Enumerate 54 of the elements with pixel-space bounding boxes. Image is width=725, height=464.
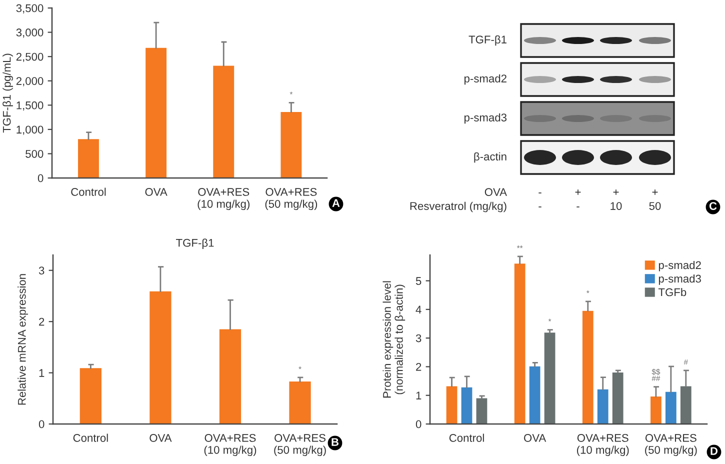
y-tick-label: 0 bbox=[38, 174, 44, 182]
x-tick-label: Control bbox=[71, 188, 106, 196]
y-axis-title: Relative mRNA expression bbox=[18, 274, 28, 405]
x-tick-label: OVA+RES (10 mg/kg) bbox=[198, 188, 250, 210]
y-tick-label: 1 bbox=[416, 392, 422, 400]
text: - bbox=[538, 192, 542, 194]
y-tick-label: 0 bbox=[38, 420, 44, 428]
y-tick-label: 1,500 bbox=[16, 101, 44, 111]
text: 50 bbox=[649, 202, 661, 210]
y-tick-label: 1 bbox=[39, 369, 44, 377]
x-tick-label: Control bbox=[449, 434, 484, 442]
y-tick-label: 500 bbox=[26, 150, 44, 158]
text: B bbox=[332, 438, 339, 446]
x-tick-label: OVA+RES (10 mg/kg) bbox=[577, 434, 629, 456]
legend-label: TGFb bbox=[658, 288, 686, 296]
x-tick-label: OVA+RES (50 mg/kg) bbox=[645, 434, 697, 456]
x-tick-label: OVA+RES (50 mg/kg) bbox=[274, 434, 326, 456]
y-tick-label: 5 bbox=[416, 277, 422, 285]
text: + bbox=[652, 189, 658, 195]
y-tick-label: 2,500 bbox=[16, 52, 44, 62]
text: D bbox=[710, 447, 718, 455]
text: + bbox=[613, 189, 619, 195]
legend-label: p-smad2 bbox=[658, 260, 701, 272]
x-tick-label: OVA bbox=[150, 434, 172, 442]
text: A bbox=[332, 199, 340, 207]
x-tick-label: OVA+RES (10 mg/kg) bbox=[204, 434, 256, 456]
y-axis-title: TGF-β1 (pg/mL) bbox=[2, 54, 13, 133]
x-tick-label: Control bbox=[73, 434, 108, 442]
y-tick-label: 3,000 bbox=[16, 28, 44, 38]
y-tick-label: 2 bbox=[39, 318, 44, 326]
text: - bbox=[576, 206, 580, 208]
y-tick-label: 4 bbox=[416, 306, 422, 314]
text: Resveratrol (mg/kg) bbox=[410, 202, 506, 212]
x-tick-label: OVA+RES (50 mg/kg) bbox=[265, 188, 318, 210]
y-tick-label: 0 bbox=[416, 420, 422, 428]
y-tick-label: 2,000 bbox=[16, 77, 44, 86]
text: - bbox=[538, 206, 542, 208]
text: + bbox=[575, 189, 581, 195]
text: C bbox=[709, 202, 717, 210]
category-label: TGF-β1 bbox=[468, 35, 506, 46]
chart-title: TGF-β1 bbox=[176, 238, 214, 249]
category-label: p-smad3 bbox=[464, 113, 507, 124]
y-tick-label: 3,500 bbox=[16, 4, 44, 14]
category-label: p-smad2 bbox=[464, 74, 506, 85]
y-tick-label: 3 bbox=[38, 266, 44, 274]
x-tick-label: OVA bbox=[145, 188, 168, 196]
category-label: β-actin bbox=[474, 152, 506, 163]
y-tick-label: 1,000 bbox=[16, 126, 44, 135]
y-tick-label: 3 bbox=[416, 334, 422, 342]
text: 10 bbox=[610, 202, 622, 210]
y-axis-title: Protein expression level (normalized to β-actin) bbox=[382, 281, 406, 398]
x-tick-label: OVA bbox=[524, 434, 546, 442]
y-tick-label: 2 bbox=[416, 362, 422, 371]
legend-label: p-smad3 bbox=[658, 274, 701, 285]
